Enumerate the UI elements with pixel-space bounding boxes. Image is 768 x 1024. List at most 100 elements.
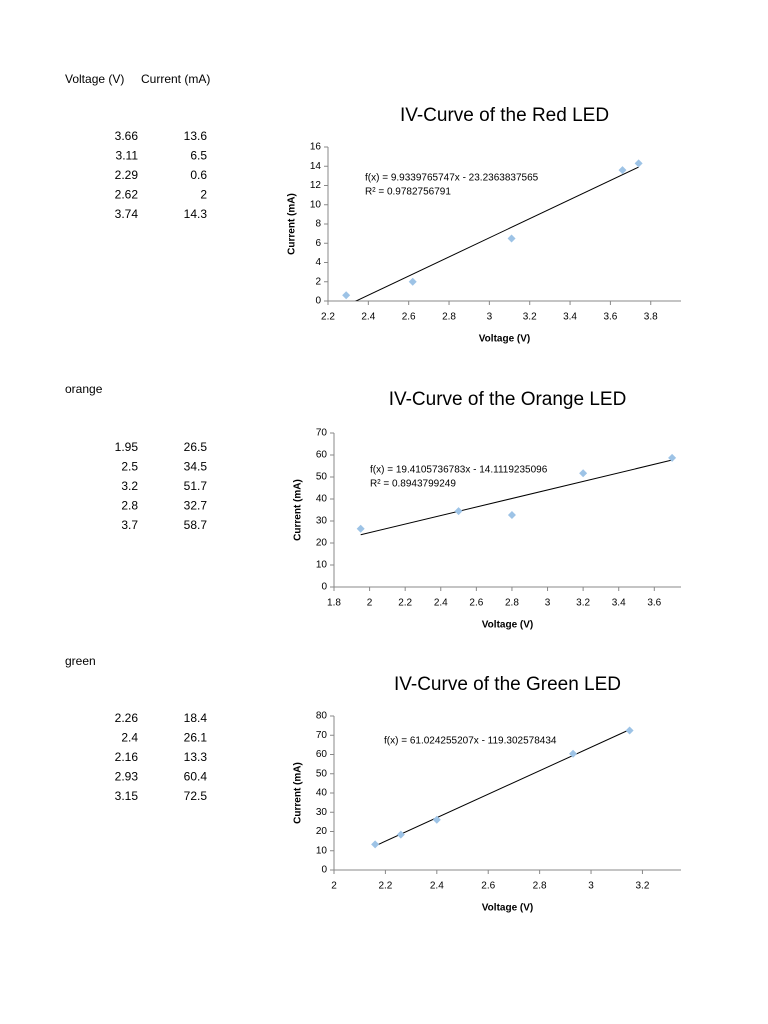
y-tick-label: 70 xyxy=(316,428,328,439)
current-cell: 72.5 xyxy=(184,789,208,803)
y-tick-label: 0 xyxy=(321,582,327,593)
voltage-cell: 3.66 xyxy=(115,129,139,143)
current-cell: 0.6 xyxy=(190,168,207,182)
x-tick-label: 2.6 xyxy=(402,312,416,323)
data-point xyxy=(432,815,441,824)
current-cell: 58.7 xyxy=(184,518,208,532)
data-point xyxy=(579,469,588,478)
y-tick-label: 40 xyxy=(316,788,328,799)
x-tick-label: 2 xyxy=(367,598,373,609)
x-tick-label: 2.8 xyxy=(505,598,519,609)
y-tick-label: 50 xyxy=(316,472,328,483)
x-tick-label: 3.2 xyxy=(523,312,537,323)
data-point xyxy=(454,507,463,516)
current-cell: 14.3 xyxy=(184,207,208,221)
x-tick-label: 2.4 xyxy=(361,312,375,323)
chart-title: IV-Curve of the Green LED xyxy=(394,674,621,695)
y-tick-label: 30 xyxy=(316,516,328,527)
x-tick-label: 2 xyxy=(331,881,337,892)
voltage-cell: 3.7 xyxy=(121,518,138,532)
y-tick-label: 50 xyxy=(316,768,328,779)
voltage-cell: 3.11 xyxy=(116,149,139,163)
voltage-header: Voltage (V) xyxy=(65,72,124,86)
y-tick-label: 0 xyxy=(321,865,327,876)
data-point xyxy=(625,726,634,735)
trendline xyxy=(354,166,639,301)
x-tick-label: 2.8 xyxy=(533,881,547,892)
x-axis-label: Voltage (V) xyxy=(482,903,533,914)
chart-title: IV-Curve of the Red LED xyxy=(400,105,609,126)
data-point xyxy=(371,840,380,849)
x-tick-label: 2.2 xyxy=(398,598,412,609)
y-tick-label: 6 xyxy=(315,238,321,249)
y-tick-label: 8 xyxy=(315,219,321,230)
y-tick-label: 40 xyxy=(316,494,328,505)
x-tick-label: 3.6 xyxy=(603,312,617,323)
voltage-cell: 2.4 xyxy=(121,731,138,745)
x-tick-label: 3.4 xyxy=(612,598,626,609)
voltage-cell: 3.74 xyxy=(115,207,139,221)
x-tick-label: 2.6 xyxy=(469,598,483,609)
x-tick-label: 3 xyxy=(487,312,493,323)
voltage-cell: 3.2 xyxy=(121,479,138,493)
current-header: Current (mA) xyxy=(141,72,210,86)
x-tick-label: 2.2 xyxy=(321,312,335,323)
y-tick-label: 10 xyxy=(316,845,328,856)
x-tick-label: 3.4 xyxy=(563,312,577,323)
trendline xyxy=(374,729,630,847)
voltage-cell: 2.26 xyxy=(115,711,139,725)
x-tick-label: 2.4 xyxy=(434,598,448,609)
y-tick-label: 2 xyxy=(315,276,321,287)
y-tick-label: 14 xyxy=(310,161,322,172)
section-label: green xyxy=(65,654,96,668)
trend-equation: f(x) = 61.024255207x - 119.302578434 xyxy=(384,736,557,747)
x-tick-label: 3.2 xyxy=(576,598,590,609)
voltage-cell: 2.8 xyxy=(121,499,138,513)
y-tick-label: 60 xyxy=(316,749,328,760)
y-axis-label: Current (mA) xyxy=(293,762,304,824)
y-tick-label: 20 xyxy=(316,538,328,549)
x-tick-label: 3.6 xyxy=(647,598,661,609)
current-cell: 13.6 xyxy=(184,129,208,143)
y-tick-label: 12 xyxy=(310,180,322,191)
y-tick-label: 16 xyxy=(310,142,322,153)
current-cell: 6.5 xyxy=(190,149,207,163)
chart-title: IV-Curve of the Orange LED xyxy=(389,389,627,410)
x-tick-label: 2.8 xyxy=(442,312,456,323)
data-point xyxy=(396,830,405,839)
y-tick-label: 10 xyxy=(316,560,328,571)
x-tick-label: 2.2 xyxy=(378,881,392,892)
voltage-cell: 3.15 xyxy=(115,789,139,803)
x-tick-label: 1.8 xyxy=(327,598,341,609)
y-tick-label: 0 xyxy=(315,296,321,307)
y-tick-label: 30 xyxy=(316,807,328,818)
y-axis-label: Current (mA) xyxy=(287,193,298,255)
x-axis-label: Voltage (V) xyxy=(482,620,533,631)
data-point xyxy=(342,291,351,300)
section-label: orange xyxy=(65,382,103,396)
x-tick-label: 3.8 xyxy=(644,312,658,323)
current-cell: 32.7 xyxy=(184,499,208,513)
x-tick-label: 2.4 xyxy=(430,881,444,892)
r-squared: R² = 0.8943799249 xyxy=(370,479,456,490)
x-tick-label: 3.2 xyxy=(635,881,649,892)
x-tick-label: 2.6 xyxy=(481,881,495,892)
current-cell: 60.4 xyxy=(184,770,208,784)
current-cell: 2 xyxy=(200,188,207,202)
voltage-cell: 2.62 xyxy=(115,188,139,202)
x-axis-label: Voltage (V) xyxy=(479,334,530,345)
current-cell: 13.3 xyxy=(184,750,208,764)
data-point xyxy=(356,524,365,533)
current-cell: 18.4 xyxy=(184,711,208,725)
trend-equation: f(x) = 9.9339765747x - 23.2363837565 xyxy=(365,173,539,184)
data-point xyxy=(569,749,578,758)
y-tick-label: 80 xyxy=(316,711,328,722)
current-cell: 34.5 xyxy=(184,460,208,474)
data-point xyxy=(668,453,677,462)
current-cell: 26.5 xyxy=(184,440,208,454)
voltage-cell: 2.29 xyxy=(115,168,139,182)
y-tick-label: 60 xyxy=(316,450,328,461)
y-tick-label: 10 xyxy=(310,199,322,210)
